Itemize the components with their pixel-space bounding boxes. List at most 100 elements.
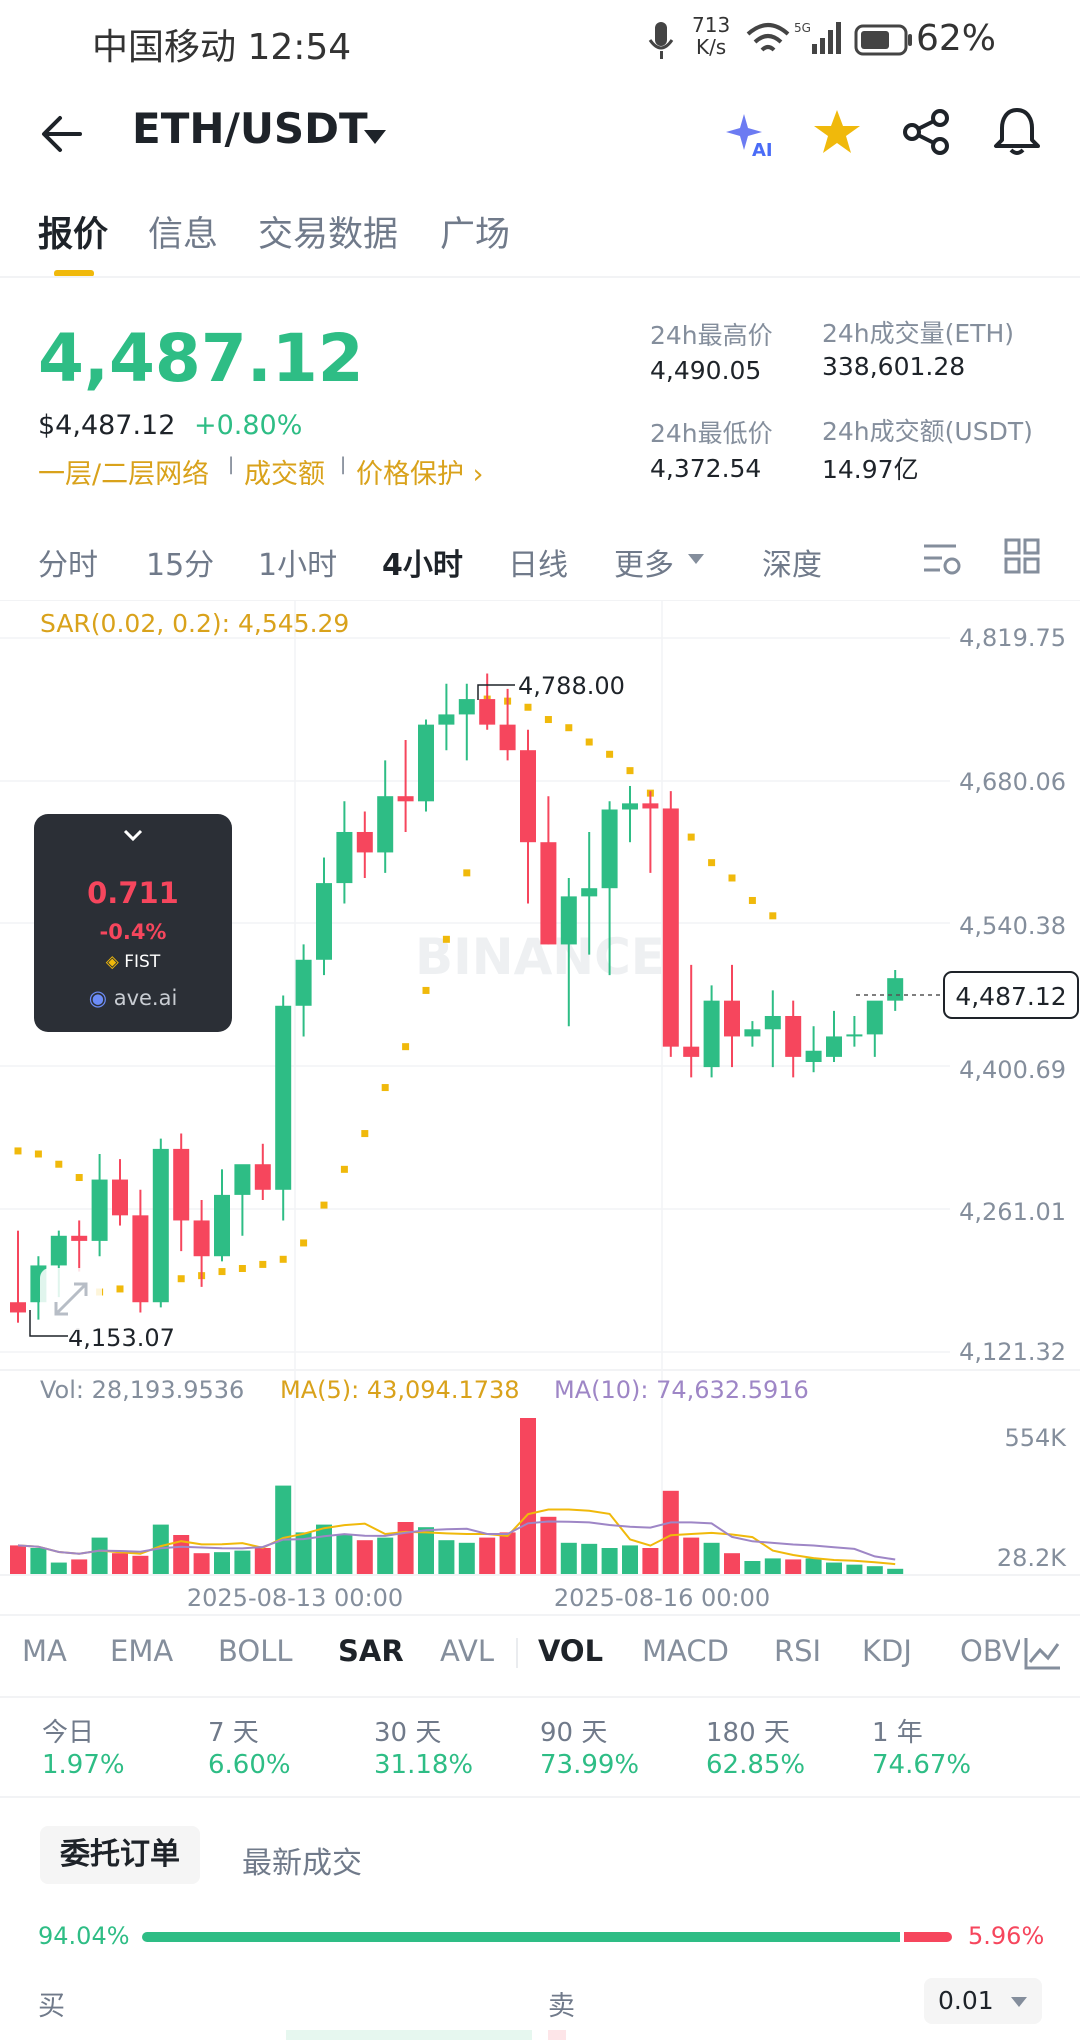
separator: | [340, 454, 347, 475]
indicator-sar[interactable]: SAR [338, 1634, 404, 1668]
candle-body [316, 883, 332, 960]
chevron-down-icon[interactable] [122, 828, 144, 842]
period-1d[interactable]: 日线 [508, 548, 568, 583]
volume-bar [50, 1562, 67, 1574]
candle-body [642, 803, 659, 809]
return-label: 7 天 [208, 1718, 259, 1748]
indicator-obv[interactable]: OBV [960, 1634, 1020, 1668]
low-24h-label: 24h最低价 [650, 419, 773, 448]
tag-turnover[interactable]: 成交额 [244, 459, 325, 490]
volume-bar [418, 1527, 434, 1574]
sell-depth-bar [548, 2030, 566, 2040]
candle-body [866, 1000, 883, 1035]
candle-body [132, 1215, 149, 1303]
tab-trading-data[interactable]: 交易数据 [258, 215, 399, 255]
divider [0, 1614, 1080, 1616]
kline-chart[interactable]: BINANCE SAR(0.02, 0.2): 4,545.29 4,819.7… [0, 600, 1080, 1610]
indicator-ema[interactable]: EMA [110, 1634, 174, 1668]
battery-icon [854, 24, 912, 56]
tab-square[interactable]: 广场 [440, 215, 511, 255]
indicator-chart-icon[interactable] [1022, 1636, 1062, 1672]
candle-body [622, 803, 638, 810]
y-tick: 4,400.69 [959, 1056, 1066, 1084]
vol-label: Vol: 28,193.9536 [40, 1376, 244, 1404]
volume-bar [295, 1532, 312, 1574]
sar-dot [14, 1147, 22, 1155]
caret-down-icon[interactable] [686, 552, 706, 566]
separator: | [228, 454, 235, 475]
candle-body [397, 796, 414, 802]
candle-body [152, 1148, 169, 1303]
sar-dot [361, 1130, 369, 1138]
ai-sparkle-icon[interactable]: AI [726, 108, 778, 160]
tab-quote[interactable]: 报价 [38, 215, 109, 255]
candle-body [683, 1046, 700, 1057]
price-protection-link[interactable]: 价格保护 › [356, 459, 484, 490]
volume-bar [560, 1542, 577, 1574]
indicator-ma[interactable]: MA [22, 1634, 67, 1668]
indicator-rsi[interactable]: RSI [774, 1634, 822, 1668]
tab-open-orders[interactable]: 委托订单 [40, 1826, 200, 1884]
current-price-tag [943, 971, 1079, 1019]
candle-body [275, 1005, 292, 1190]
vol-usdt-label: 24h成交额(USDT) [822, 417, 1033, 446]
period-15m[interactable]: 15分 [146, 548, 215, 583]
indicator-boll[interactable]: BOLL [218, 1634, 293, 1668]
period-more[interactable]: 更多 [614, 548, 674, 583]
period-4h[interactable]: 4小时 [382, 548, 463, 583]
tag-l1-l2[interactable]: 一层/二层网络 [38, 459, 210, 490]
tab-info[interactable]: 信息 [148, 215, 219, 255]
caret-down-icon[interactable] [362, 128, 388, 146]
indicator-vol[interactable]: VOL [538, 1634, 604, 1668]
binance-icon: ◈ [105, 952, 119, 972]
candle-body [112, 1179, 128, 1216]
indicator-kdj[interactable]: KDJ [862, 1634, 912, 1668]
ave-logo-icon: ◉ [88, 986, 108, 1010]
period-depth[interactable]: 深度 [762, 548, 822, 583]
indicator-avl[interactable]: AVL [440, 1634, 494, 1668]
sar-dot [340, 1165, 348, 1173]
volume-bar [703, 1542, 720, 1574]
candle-body [438, 714, 455, 725]
indicator-macd[interactable]: MACD [642, 1634, 729, 1668]
token-popup[interactable]: 0.711 -0.4% ◈ FIST ◉ ave.ai [34, 814, 232, 1032]
buy-label: 买 [38, 1991, 65, 2022]
star-icon[interactable] [812, 108, 862, 156]
volume-bar [479, 1537, 496, 1574]
share-icon[interactable] [902, 108, 952, 156]
y-tick: 4,819.75 [959, 624, 1066, 652]
status-bar: 中国移动 12:54 713 K/s 5G 62% [0, 0, 1080, 84]
bell-icon[interactable] [992, 106, 1042, 158]
candle-body [744, 1029, 761, 1037]
sar-label: SAR(0.02, 0.2): 4,545.29 [40, 609, 349, 638]
vol-eth-label: 24h成交量(ETH) [822, 319, 1015, 348]
vol-eth-value: 338,601.28 [822, 352, 966, 381]
volume-bar [356, 1540, 373, 1574]
volume-bar [275, 1485, 292, 1574]
candle-body [214, 1194, 230, 1257]
sar-dot [279, 1255, 287, 1263]
sar-dot [402, 1043, 410, 1051]
precision-select[interactable]: 0.01 [924, 1978, 1042, 2024]
current-price-label: 4,487.12 [955, 982, 1066, 1011]
tab-latest-trades[interactable]: 最新成交 [242, 1846, 362, 1881]
sar-dot [75, 1174, 83, 1182]
expand-icon[interactable] [40, 1268, 102, 1330]
grid-layout-icon[interactable] [1004, 538, 1040, 574]
last-price: 4,487.12 [38, 320, 364, 397]
buy-ratio-fill [142, 1932, 900, 1942]
header: ETH/USDT AI [0, 90, 1080, 180]
volume-bar [458, 1542, 475, 1574]
period-time-share[interactable]: 分时 [38, 548, 98, 583]
period-1h[interactable]: 1小时 [258, 548, 338, 583]
chart-settings-icon[interactable] [922, 540, 964, 578]
chart-grid [0, 600, 950, 1575]
sar-dot [544, 716, 552, 724]
sar-dot [422, 986, 430, 994]
back-arrow-icon[interactable] [40, 112, 86, 156]
indicator-separator [516, 1638, 518, 1668]
sell-percent: 5.96% [968, 1922, 1045, 1950]
watermark: BINANCE [415, 928, 665, 986]
pair-title[interactable]: ETH/USDT [132, 104, 368, 153]
volume-bar [622, 1545, 638, 1574]
